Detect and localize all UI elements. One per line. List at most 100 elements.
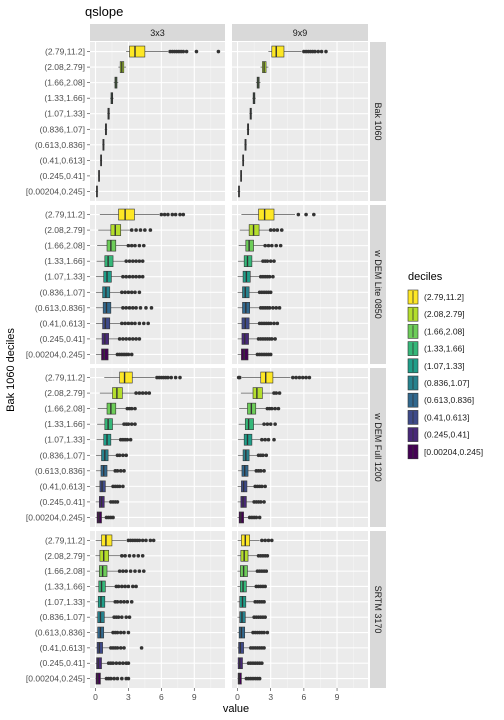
outlier-point	[304, 212, 308, 217]
facet-panel	[232, 368, 368, 527]
outlier-point	[126, 676, 131, 681]
outlier-point	[264, 569, 269, 573]
outlier-point	[140, 553, 145, 558]
outlier-point	[143, 228, 147, 232]
outlier-point	[126, 584, 131, 589]
outlier-point	[114, 661, 119, 666]
legend-key: (0.613,0.836]	[407, 392, 474, 408]
outlier-point	[267, 274, 272, 279]
outlier-point	[304, 375, 308, 380]
outlier-point	[141, 321, 146, 326]
outlier-point	[115, 630, 120, 635]
legend-key: (1.07,1.33]	[407, 358, 465, 374]
outlier-point	[121, 453, 125, 458]
y-tick-label: (0.613,0.836]	[35, 303, 85, 313]
outlier-point	[307, 375, 312, 380]
outlier-point	[181, 49, 186, 54]
box	[260, 371, 274, 384]
facet-panels: 3x3 9x9 Bak 1060 w DEM Lite 0850 w DEM Full …	[26, 24, 386, 702]
outlier-point	[148, 228, 153, 232]
outlier-point	[121, 569, 125, 573]
y-axis-title: Bak 1060 deciles	[5, 328, 17, 412]
outlier-point	[128, 437, 133, 442]
y-tick-label: (1.33,1.66]	[44, 93, 85, 103]
outlier-point	[121, 661, 125, 666]
outlier-point	[126, 661, 131, 666]
outlier-point	[291, 375, 295, 380]
box	[252, 387, 263, 399]
row-strip	[370, 42, 386, 201]
outlier-point	[169, 375, 174, 380]
y-tick-label: (2.79,11.2]	[45, 47, 85, 57]
outlier-point	[127, 553, 132, 558]
outlier-point	[138, 228, 143, 232]
outlier-point	[129, 406, 134, 411]
y-tick-label: (1.66,2.08]	[44, 78, 85, 88]
x-tick-label: 3	[268, 692, 273, 702]
facet-panel	[232, 42, 368, 201]
panel-background	[90, 42, 225, 201]
y-tick-label: (1.33,1.66]	[44, 581, 85, 591]
column-strip	[90, 24, 225, 41]
x-axis-title: value	[223, 703, 249, 715]
outlier-point	[129, 352, 134, 357]
chart-title: qslope	[85, 4, 123, 19]
y-tick-label: (2.08,2.79]	[44, 551, 85, 561]
box	[258, 208, 275, 221]
y-tick-label: (0.613,0.836]	[35, 628, 85, 638]
legend-key: (1.33,1.66]	[407, 341, 465, 356]
outlier-point	[260, 661, 264, 666]
outlier-point	[122, 630, 126, 635]
y-tick-label: (2.79,11.2]	[45, 373, 85, 383]
legend-label: (0.41,0.613]	[424, 412, 469, 422]
outlier-point	[178, 375, 182, 380]
box	[244, 418, 254, 430]
legend-key: (0.41,0.613]	[407, 410, 469, 425]
x-tick-label: 0	[235, 692, 240, 702]
y-tick-label: (0.836,1.07]	[40, 124, 85, 134]
outlier-point	[133, 406, 137, 411]
outlier-point	[147, 391, 152, 395]
outlier-point	[166, 375, 170, 380]
outlier-point	[120, 615, 124, 619]
outlier-point	[178, 212, 182, 217]
outlier-point	[116, 584, 121, 589]
outlier-point	[266, 243, 271, 248]
outlier-point	[265, 422, 270, 426]
row-strip	[370, 368, 386, 527]
outlier-point	[126, 243, 131, 248]
outlier-point	[272, 437, 276, 442]
legend-label: (0.613,0.836]	[424, 395, 474, 405]
outlier-point	[270, 243, 274, 248]
box	[118, 208, 135, 221]
outlier-point	[263, 615, 267, 619]
outlier-point	[124, 453, 129, 458]
legend-key: (0.836,1.07]	[407, 375, 469, 391]
row-strip-label: SRTM 3170	[373, 586, 383, 634]
outlier-point	[124, 274, 129, 279]
outlier-point	[109, 676, 113, 681]
box	[102, 317, 111, 330]
outlier-point	[316, 49, 321, 54]
box	[104, 255, 114, 267]
outlier-point	[131, 337, 135, 341]
y-tick-label: (1.66,2.08]	[44, 566, 85, 576]
outlier-point	[117, 337, 122, 341]
outlier-point	[127, 259, 132, 263]
facet-panel: 0 3 6 9	[232, 531, 368, 702]
outlier-point	[137, 569, 142, 573]
outlier-point	[319, 49, 324, 54]
outlier-point	[115, 600, 120, 604]
outlier-point	[268, 290, 273, 295]
outlier-point	[268, 228, 273, 232]
y-tick-label: (0.836,1.07]	[40, 287, 85, 297]
outlier-point	[264, 453, 269, 458]
outlier-point	[266, 538, 271, 543]
outlier-point	[272, 259, 276, 263]
outlier-point	[270, 337, 274, 341]
outlier-point	[118, 600, 123, 604]
outlier-point	[138, 306, 143, 310]
outlier-point	[115, 469, 120, 473]
box	[238, 642, 244, 654]
outlier-point	[122, 646, 126, 650]
